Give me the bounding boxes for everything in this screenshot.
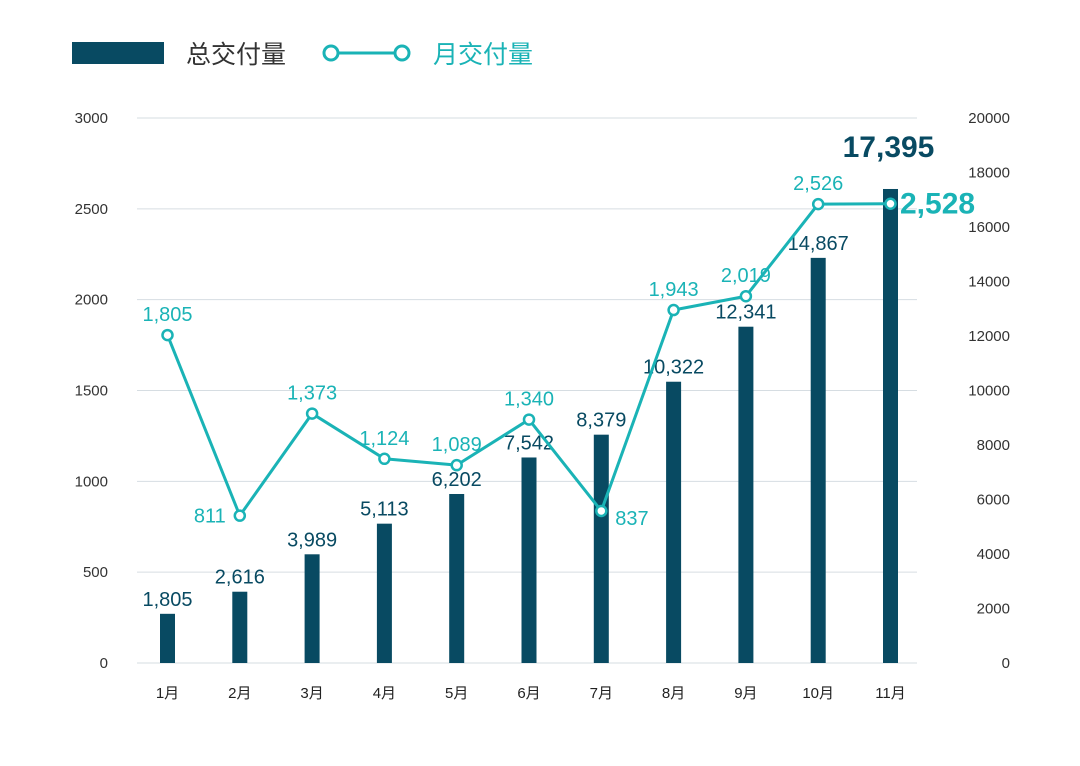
x-tick-label: 1月	[156, 685, 179, 702]
line-data-label: 1,340	[504, 389, 554, 411]
bar-data-label: 8,379	[576, 410, 626, 432]
line-series	[161, 197, 897, 522]
left-tick-label: 0	[100, 655, 108, 672]
bar	[810, 257, 826, 663]
line-data-label: 837	[615, 508, 648, 530]
right-tick-label: 4000	[977, 546, 1010, 563]
right-tick-label: 12000	[968, 328, 1010, 345]
x-tick-label: 11月	[875, 685, 906, 702]
line-point	[450, 458, 463, 472]
line-point	[305, 407, 319, 420]
right-tick-label: 6000	[977, 492, 1010, 509]
line-data-label: 1,089	[432, 434, 482, 456]
legend-line-marker-right	[393, 44, 411, 62]
legend: 总交付量 月交付量	[72, 41, 533, 69]
line-data-label: 1,943	[649, 279, 699, 301]
bar-data-label: 7,542	[504, 432, 554, 454]
right-tick-label: 8000	[977, 437, 1010, 454]
line-data-labels: 1,805 811 1,373 1,124 1,089 1,340 837 1,943 2,01…	[142, 173, 975, 530]
line-point	[595, 504, 608, 518]
x-tick-label: 10月	[802, 685, 834, 702]
right-tick-label: 14000	[968, 274, 1010, 291]
bar	[666, 381, 682, 663]
line-data-label: 2,526	[793, 173, 843, 195]
bar-data-label: 14,867	[788, 233, 849, 255]
x-tick-label: 2月	[228, 685, 251, 702]
line-point	[884, 197, 897, 210]
x-tick-label: 3月	[300, 685, 323, 702]
bar-data-label: 12,341	[715, 302, 776, 324]
right-tick-label: 2000	[977, 601, 1010, 618]
right-tick-label: 20000	[968, 110, 1010, 127]
line-data-label: 1,124	[359, 428, 409, 450]
bar	[232, 591, 248, 663]
left-tick-label: 1500	[75, 383, 108, 400]
line-point	[233, 509, 247, 522]
bar	[304, 554, 320, 663]
line-point	[811, 197, 825, 211]
bar	[521, 457, 537, 663]
legend-bar-swatch	[72, 42, 164, 64]
bar-series	[160, 188, 898, 663]
x-tick-label: 9月	[734, 685, 757, 702]
bar-data-labels: 1,805 2,616 3,989 5,113 6,202 7,542 8,379 10,32…	[142, 131, 934, 611]
bar-data-label-highlight: 17,395	[843, 131, 935, 164]
bar	[593, 434, 609, 663]
legend-line-marker-left	[322, 44, 340, 62]
line-data-label-highlight: 2,528	[900, 188, 975, 221]
line-data-label: 2,019	[721, 265, 771, 287]
legend-bar-label: 总交付量	[186, 41, 286, 69]
x-tick-label: 7月	[590, 685, 613, 702]
bar-data-label: 5,113	[360, 499, 409, 521]
line-point	[378, 452, 391, 466]
left-tick-label: 3000	[75, 110, 108, 127]
bar	[738, 326, 754, 663]
right-tick-label: 16000	[968, 219, 1010, 236]
right-tick-label: 18000	[968, 165, 1010, 182]
bar-data-label: 1,805	[142, 589, 192, 611]
line-data-label: 1,373	[287, 383, 337, 405]
left-tick-label: 2000	[75, 292, 108, 309]
line-data-label: 1,805	[142, 304, 192, 326]
left-axis: 0 500 1000 1500 2000 2500 3000	[75, 110, 108, 672]
line-point	[667, 303, 680, 317]
left-tick-label: 500	[83, 564, 108, 581]
right-tick-label: 10000	[968, 383, 1010, 400]
x-axis: 1月 2月 3月 4月 5月 6月 7月 8月 9月 10月 11月	[156, 685, 906, 702]
right-axis: 0 2000 4000 6000 8000 10000 12000 14000 16000 180…	[968, 110, 1010, 672]
bar	[449, 493, 465, 663]
line-data-label: 811	[194, 506, 226, 528]
bar-data-label: 6,202	[432, 469, 482, 491]
bar	[376, 523, 392, 663]
x-tick-label: 5月	[445, 685, 468, 702]
left-tick-label: 2500	[75, 201, 108, 218]
x-tick-label: 8月	[662, 685, 685, 702]
legend-line-label: 月交付量	[433, 41, 533, 69]
left-tick-label: 1000	[75, 473, 108, 490]
bar	[160, 613, 175, 663]
line-point	[161, 328, 174, 342]
line-point	[739, 289, 753, 303]
bar	[883, 188, 898, 663]
bar-data-label: 10,322	[643, 357, 704, 379]
x-tick-label: 6月	[517, 685, 540, 702]
line-point	[522, 413, 536, 426]
x-tick-label: 4月	[373, 685, 396, 702]
right-tick-label: 0	[1002, 655, 1010, 672]
bar-data-label: 2,616	[215, 567, 265, 589]
bar-data-label: 3,989	[287, 529, 337, 551]
